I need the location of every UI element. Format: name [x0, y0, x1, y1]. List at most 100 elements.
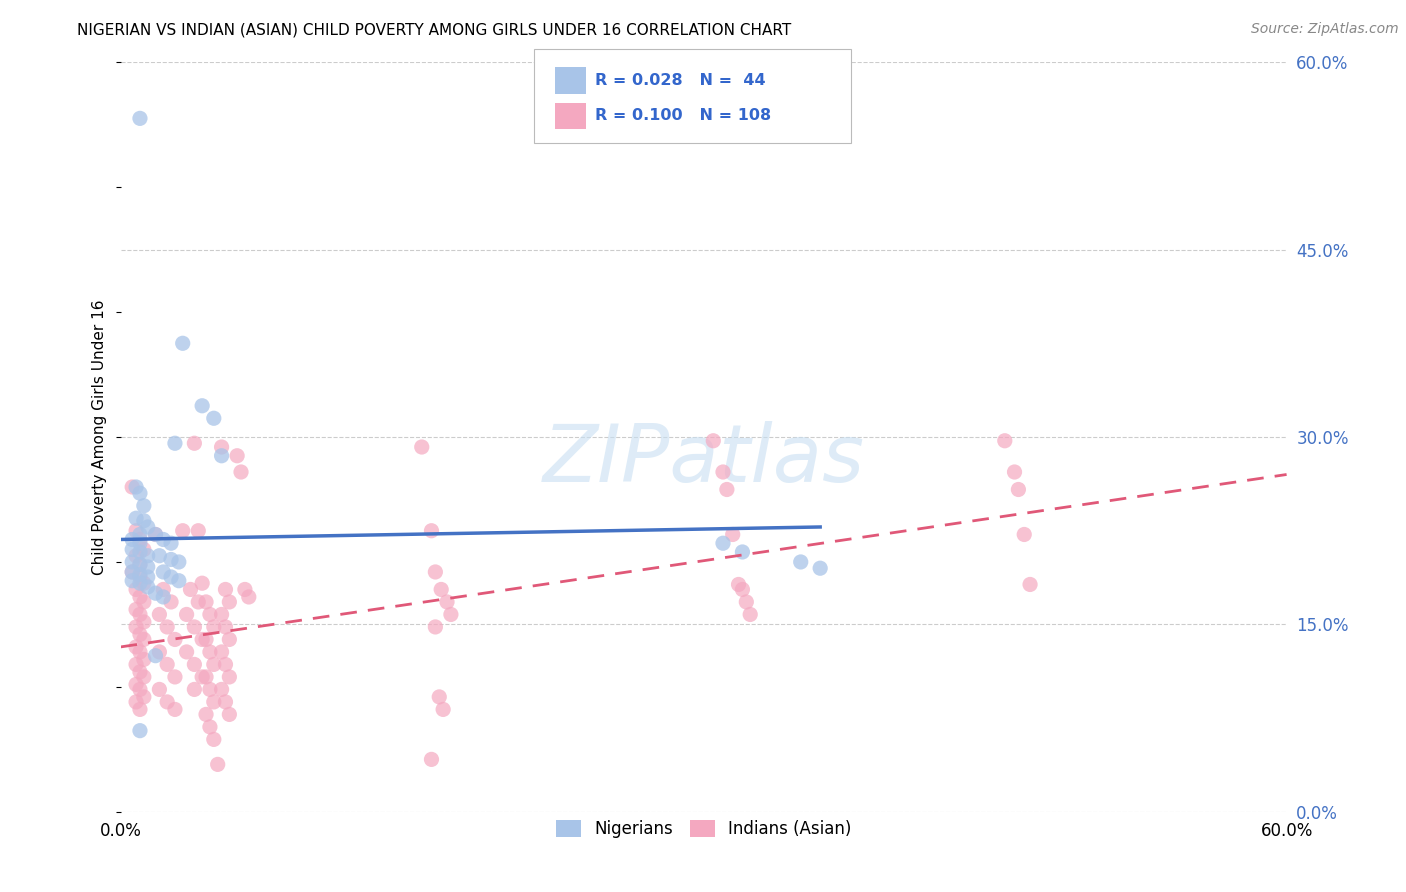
Point [125, 620, 148, 634]
Point [425, 565, 447, 579]
Point [156, 620, 179, 634]
Point [145, 648, 167, 663]
Point [183, 682, 205, 697]
Point [129, 723, 152, 738]
Point [191, 670, 214, 684]
Point [191, 576, 214, 591]
Point [740, 607, 762, 622]
Point [125, 677, 148, 691]
Point [211, 449, 233, 463]
Text: ZIPatlas: ZIPatlas [543, 420, 865, 499]
Legend: Nigerians, Indians (Asian): Nigerians, Indians (Asian) [550, 814, 858, 845]
Point [195, 670, 218, 684]
Point [129, 570, 152, 584]
Point [121, 533, 143, 547]
Point [218, 707, 240, 722]
Point [160, 536, 183, 550]
Point [808, 561, 831, 575]
Point [211, 682, 233, 697]
Point [121, 574, 143, 588]
Point [430, 582, 453, 597]
Point [132, 670, 155, 684]
Point [125, 657, 148, 672]
Point [132, 652, 155, 666]
Point [176, 607, 198, 622]
Text: Source: ZipAtlas.com: Source: ZipAtlas.com [1251, 22, 1399, 37]
Point [125, 549, 148, 563]
Point [129, 536, 152, 550]
Point [191, 399, 214, 413]
Point [1007, 483, 1029, 497]
Point [994, 434, 1017, 448]
Point [202, 695, 225, 709]
Point [129, 533, 152, 547]
Point [129, 607, 152, 622]
Point [129, 702, 152, 716]
Point [163, 632, 186, 647]
Point [172, 524, 194, 538]
Point [160, 552, 183, 566]
Text: R = 0.028   N =  44: R = 0.028 N = 44 [595, 73, 765, 87]
Point [125, 582, 148, 597]
Point [716, 483, 738, 497]
Point [132, 595, 155, 609]
Point [198, 682, 221, 697]
Point [129, 590, 152, 604]
Point [129, 682, 152, 697]
Point [129, 665, 152, 679]
Point [132, 690, 155, 704]
Point [167, 574, 190, 588]
Point [152, 565, 174, 579]
Point [411, 440, 433, 454]
Point [148, 682, 170, 697]
Point [202, 657, 225, 672]
Point [145, 527, 167, 541]
Point [440, 607, 463, 622]
Point [129, 112, 152, 126]
Point [129, 567, 152, 582]
Point [727, 577, 749, 591]
Point [229, 465, 252, 479]
Point [735, 595, 758, 609]
Point [121, 480, 143, 494]
Point [1004, 465, 1026, 479]
Point [195, 707, 218, 722]
Point [731, 582, 754, 597]
Point [790, 555, 813, 569]
Point [136, 580, 159, 594]
Point [136, 560, 159, 574]
Point [132, 542, 155, 557]
Point [427, 690, 450, 704]
Point [167, 555, 190, 569]
Point [211, 440, 233, 454]
Point [129, 627, 152, 641]
Point [172, 336, 194, 351]
Point [160, 570, 183, 584]
Point [711, 465, 734, 479]
Point [233, 582, 256, 597]
Point [132, 632, 155, 647]
Point [132, 499, 155, 513]
Point [211, 645, 233, 659]
Point [1295, 465, 1317, 479]
Text: R = 0.100   N = 108: R = 0.100 N = 108 [595, 109, 770, 123]
Point [136, 570, 159, 584]
Point [152, 533, 174, 547]
Point [195, 632, 218, 647]
Point [129, 527, 152, 541]
Point [198, 645, 221, 659]
Point [163, 702, 186, 716]
Point [420, 524, 443, 538]
Point [214, 657, 236, 672]
Point [121, 565, 143, 579]
Point [183, 620, 205, 634]
Point [121, 542, 143, 557]
Point [125, 640, 148, 654]
Point [179, 582, 201, 597]
Point [198, 607, 221, 622]
Point [129, 545, 152, 559]
Point [132, 514, 155, 528]
Point [183, 436, 205, 450]
Point [148, 645, 170, 659]
Point [202, 411, 225, 425]
